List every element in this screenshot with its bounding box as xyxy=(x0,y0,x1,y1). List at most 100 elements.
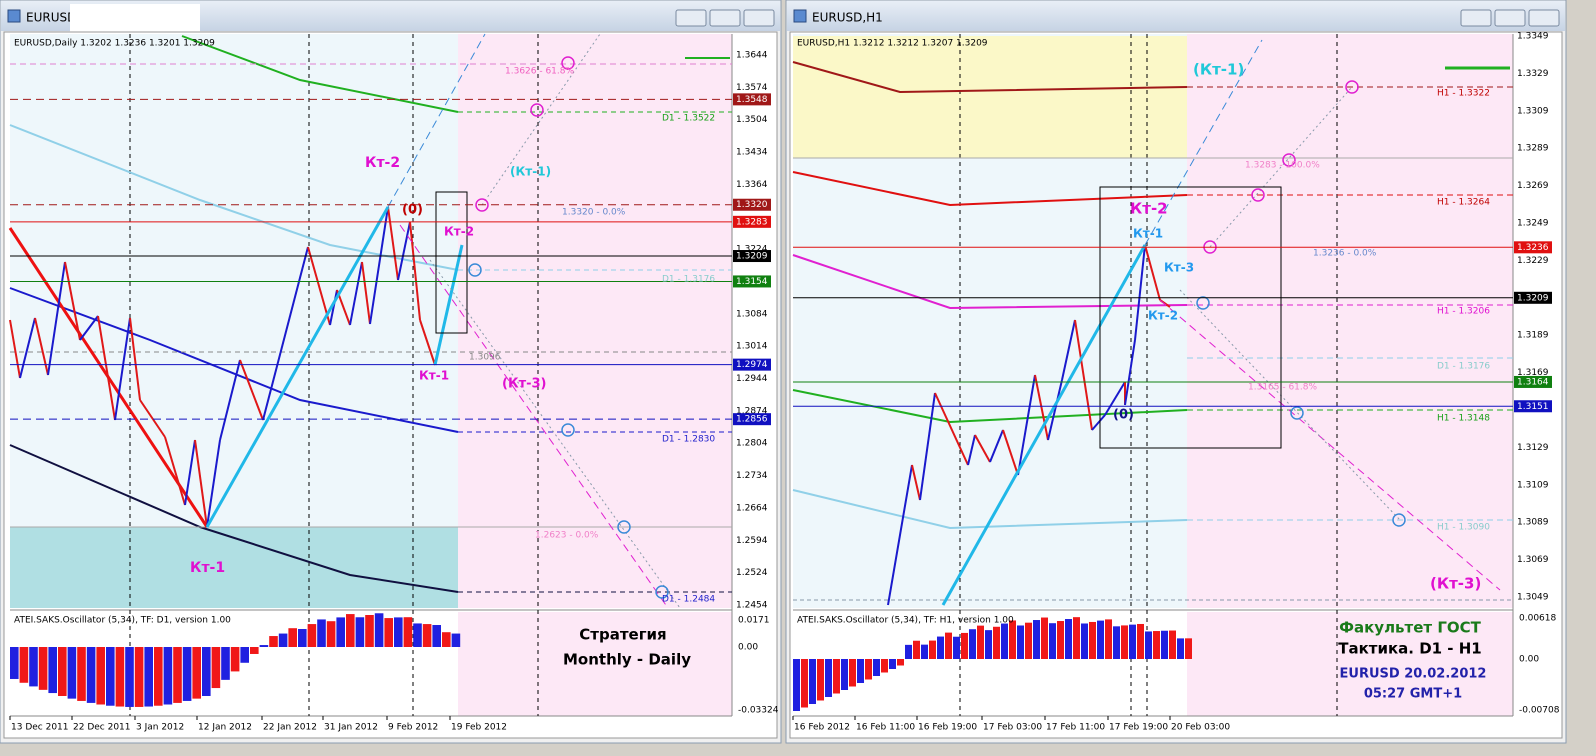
price-swing xyxy=(369,206,389,325)
price-tick-label: 1.2594 xyxy=(736,536,768,546)
price-tick-label: 1.3269 xyxy=(1517,181,1549,191)
osc-bar xyxy=(403,617,413,647)
annotation: H1 - 1.3264 xyxy=(1437,198,1490,208)
osc-bar xyxy=(937,636,944,659)
osc-bar xyxy=(163,647,173,705)
time-tick-label: 17 Feb 19:00 xyxy=(1109,723,1168,733)
osc-bar xyxy=(326,621,336,647)
price-swing xyxy=(1047,379,1063,441)
zone xyxy=(10,527,458,608)
price-tick-label: 1.3224 xyxy=(736,245,768,255)
osc-bar xyxy=(1113,626,1120,659)
osc-bar xyxy=(365,615,374,647)
osc-bar xyxy=(801,659,808,708)
annotation: Кт-1 xyxy=(419,369,449,383)
window-max-button[interactable] xyxy=(1494,9,1526,27)
osc-bar xyxy=(1009,620,1016,659)
target-circle xyxy=(1282,153,1296,167)
osc-bar xyxy=(1105,619,1112,659)
window-min-button[interactable] xyxy=(675,9,707,27)
annotation: H1 - 1.3090 xyxy=(1437,523,1490,533)
annotation: D1 - 1.3176 xyxy=(1437,362,1490,372)
osc-bar xyxy=(905,644,912,659)
osc-bar xyxy=(394,617,403,647)
price-swing xyxy=(419,319,436,366)
osc-bar xyxy=(1057,621,1064,659)
target-circle xyxy=(1251,188,1265,202)
osc-bar xyxy=(873,659,880,676)
time-tick-label: 13 Dec 2011 xyxy=(11,723,69,733)
price-swing xyxy=(1124,339,1136,406)
line xyxy=(1159,299,1501,591)
window-max-button[interactable] xyxy=(709,9,741,27)
osc-bar xyxy=(1185,638,1192,659)
osc-bar xyxy=(1145,631,1152,659)
osc-bar xyxy=(1073,617,1080,659)
line xyxy=(1144,39,1263,246)
osc-bar xyxy=(841,659,848,690)
chart-header: EURUSD,Daily 1.3202 1.3236 1.3201 1.3209 xyxy=(14,39,215,49)
osc-bar xyxy=(929,640,936,659)
price-swing xyxy=(164,436,186,506)
box xyxy=(435,191,468,334)
osc-pane-future xyxy=(1187,612,1513,716)
osc-bar xyxy=(38,647,48,690)
osc-bar xyxy=(355,617,365,647)
osc-bar xyxy=(86,647,96,703)
price-swing xyxy=(19,317,36,379)
annotation: (0) xyxy=(402,203,423,218)
osc-bar xyxy=(857,659,864,683)
title-blank xyxy=(70,4,200,34)
window-close-button[interactable] xyxy=(743,9,775,27)
annotation: D1 - 1.3176 xyxy=(662,275,715,285)
caption: EURUSD 20.02.2012 xyxy=(1340,667,1487,682)
osc-bar xyxy=(1153,631,1160,659)
price-swing xyxy=(974,434,991,463)
target-circle xyxy=(468,263,482,277)
annotation: 1.3096 xyxy=(469,353,501,363)
window-min-button[interactable] xyxy=(1460,9,1492,27)
price-swing xyxy=(911,464,921,501)
osc-bar xyxy=(1001,623,1008,659)
price-swing xyxy=(239,359,264,421)
caption: 05:27 GMT+1 xyxy=(1364,687,1462,702)
price-tick-label: 1.3289 xyxy=(1517,144,1549,154)
price-swing xyxy=(967,434,976,466)
osc-bar xyxy=(211,647,221,689)
line xyxy=(941,244,1147,606)
time-tick-label: 17 Feb 11:00 xyxy=(1046,723,1105,733)
price-swing xyxy=(184,439,196,506)
line xyxy=(792,171,1188,207)
line xyxy=(433,244,464,366)
price-swing xyxy=(262,246,309,421)
osc-bar xyxy=(985,630,992,659)
osc-tick-label: -0.03324 xyxy=(738,706,779,716)
osc-bar xyxy=(77,647,86,701)
osc-bar xyxy=(953,636,960,659)
time-tick-label: 20 Feb 03:00 xyxy=(1171,723,1230,733)
line xyxy=(387,33,486,208)
osc-bar xyxy=(422,624,432,647)
price-swing xyxy=(361,261,371,325)
osc-bar xyxy=(1065,619,1072,659)
target-circle xyxy=(1290,406,1304,420)
osc-tick-label: 0.00618 xyxy=(1519,614,1556,624)
main-pane-future xyxy=(458,34,732,608)
time-tick-label: 16 Feb 19:00 xyxy=(918,723,977,733)
osc-bar xyxy=(1129,624,1136,659)
price-tick-label: 1.3189 xyxy=(1517,331,1549,341)
line xyxy=(792,61,1188,94)
osc-bar xyxy=(1097,620,1104,659)
window-close-button[interactable] xyxy=(1528,9,1560,27)
target-circle xyxy=(1196,296,1210,310)
osc-bar xyxy=(432,625,441,647)
time-tick-label: 19 Feb 2012 xyxy=(451,723,507,733)
annotation: (Кт-1) xyxy=(1193,61,1244,79)
osc-header: ATEI.SAKS.Oscillator (5,34), TF: D1, ver… xyxy=(14,616,231,626)
osc-bar xyxy=(154,647,163,706)
price-tick-label: 1.2664 xyxy=(736,503,768,513)
time-tick-label: 22 Jan 2012 xyxy=(263,723,317,733)
price-swing xyxy=(79,315,99,341)
price-level-badge xyxy=(733,358,771,371)
